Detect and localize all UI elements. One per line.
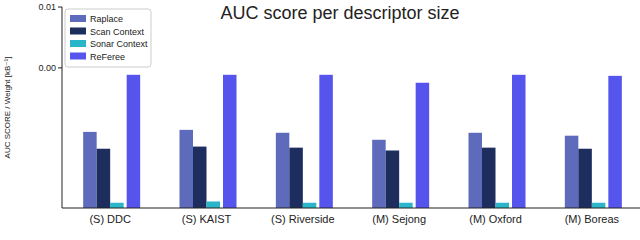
y-tick-label: 0.01 <box>38 2 56 12</box>
legend: Raplace Scan Context Sonar Context ReFeree <box>65 9 151 67</box>
y-tick <box>58 67 62 68</box>
bar <box>608 76 622 208</box>
bar <box>592 203 606 208</box>
y-tick <box>58 7 62 8</box>
x-tick-label: (M) Oxford <box>469 213 522 225</box>
legend-box <box>65 9 151 67</box>
bar <box>303 203 317 208</box>
bar <box>289 148 303 208</box>
bar <box>372 140 386 208</box>
bar <box>97 149 111 208</box>
bar <box>110 203 124 208</box>
legend-swatch <box>70 40 86 47</box>
bar <box>416 83 430 208</box>
y-axis-label: AUC SCORE / Weight [kB⁻¹] <box>3 57 12 159</box>
bar <box>193 147 207 208</box>
bar <box>399 203 413 208</box>
bar <box>565 136 579 208</box>
bar <box>223 75 237 208</box>
bar <box>469 133 483 208</box>
x-tick-label: (M) Sejong <box>372 213 426 225</box>
legend-label: Scan Context <box>90 27 145 37</box>
legend-swatch <box>70 15 86 22</box>
bar <box>512 75 526 208</box>
bar <box>207 201 221 208</box>
bar <box>386 150 400 208</box>
bar <box>83 132 97 208</box>
x-tick-label: (S) DDC <box>89 213 131 225</box>
chart: AUC score per descriptor size AUC SCORE /… <box>0 0 640 240</box>
x-tick-label: (S) Riverside <box>271 213 335 225</box>
bar <box>482 148 496 208</box>
chart-container: AUC score per descriptor size AUC SCORE /… <box>0 0 640 240</box>
y-tick-label: 0.00 <box>38 63 56 73</box>
legend-label: ReFeree <box>90 52 125 62</box>
bar <box>578 149 592 208</box>
x-axis <box>62 208 640 209</box>
x-tick-label: (S) KAIST <box>182 213 232 225</box>
bar <box>180 130 194 208</box>
legend-label: Raplace <box>90 14 123 24</box>
bar <box>319 75 333 208</box>
legend-label: Sonar Context <box>90 39 148 49</box>
legend-swatch <box>70 28 86 35</box>
bar <box>496 203 510 208</box>
bar <box>127 75 140 208</box>
x-tick-label: (M) Boreas <box>565 213 620 225</box>
title: AUC score per descriptor size <box>220 3 459 23</box>
bar <box>276 133 290 208</box>
legend-swatch <box>70 53 86 60</box>
y-axis <box>62 7 63 208</box>
bars <box>83 75 622 208</box>
